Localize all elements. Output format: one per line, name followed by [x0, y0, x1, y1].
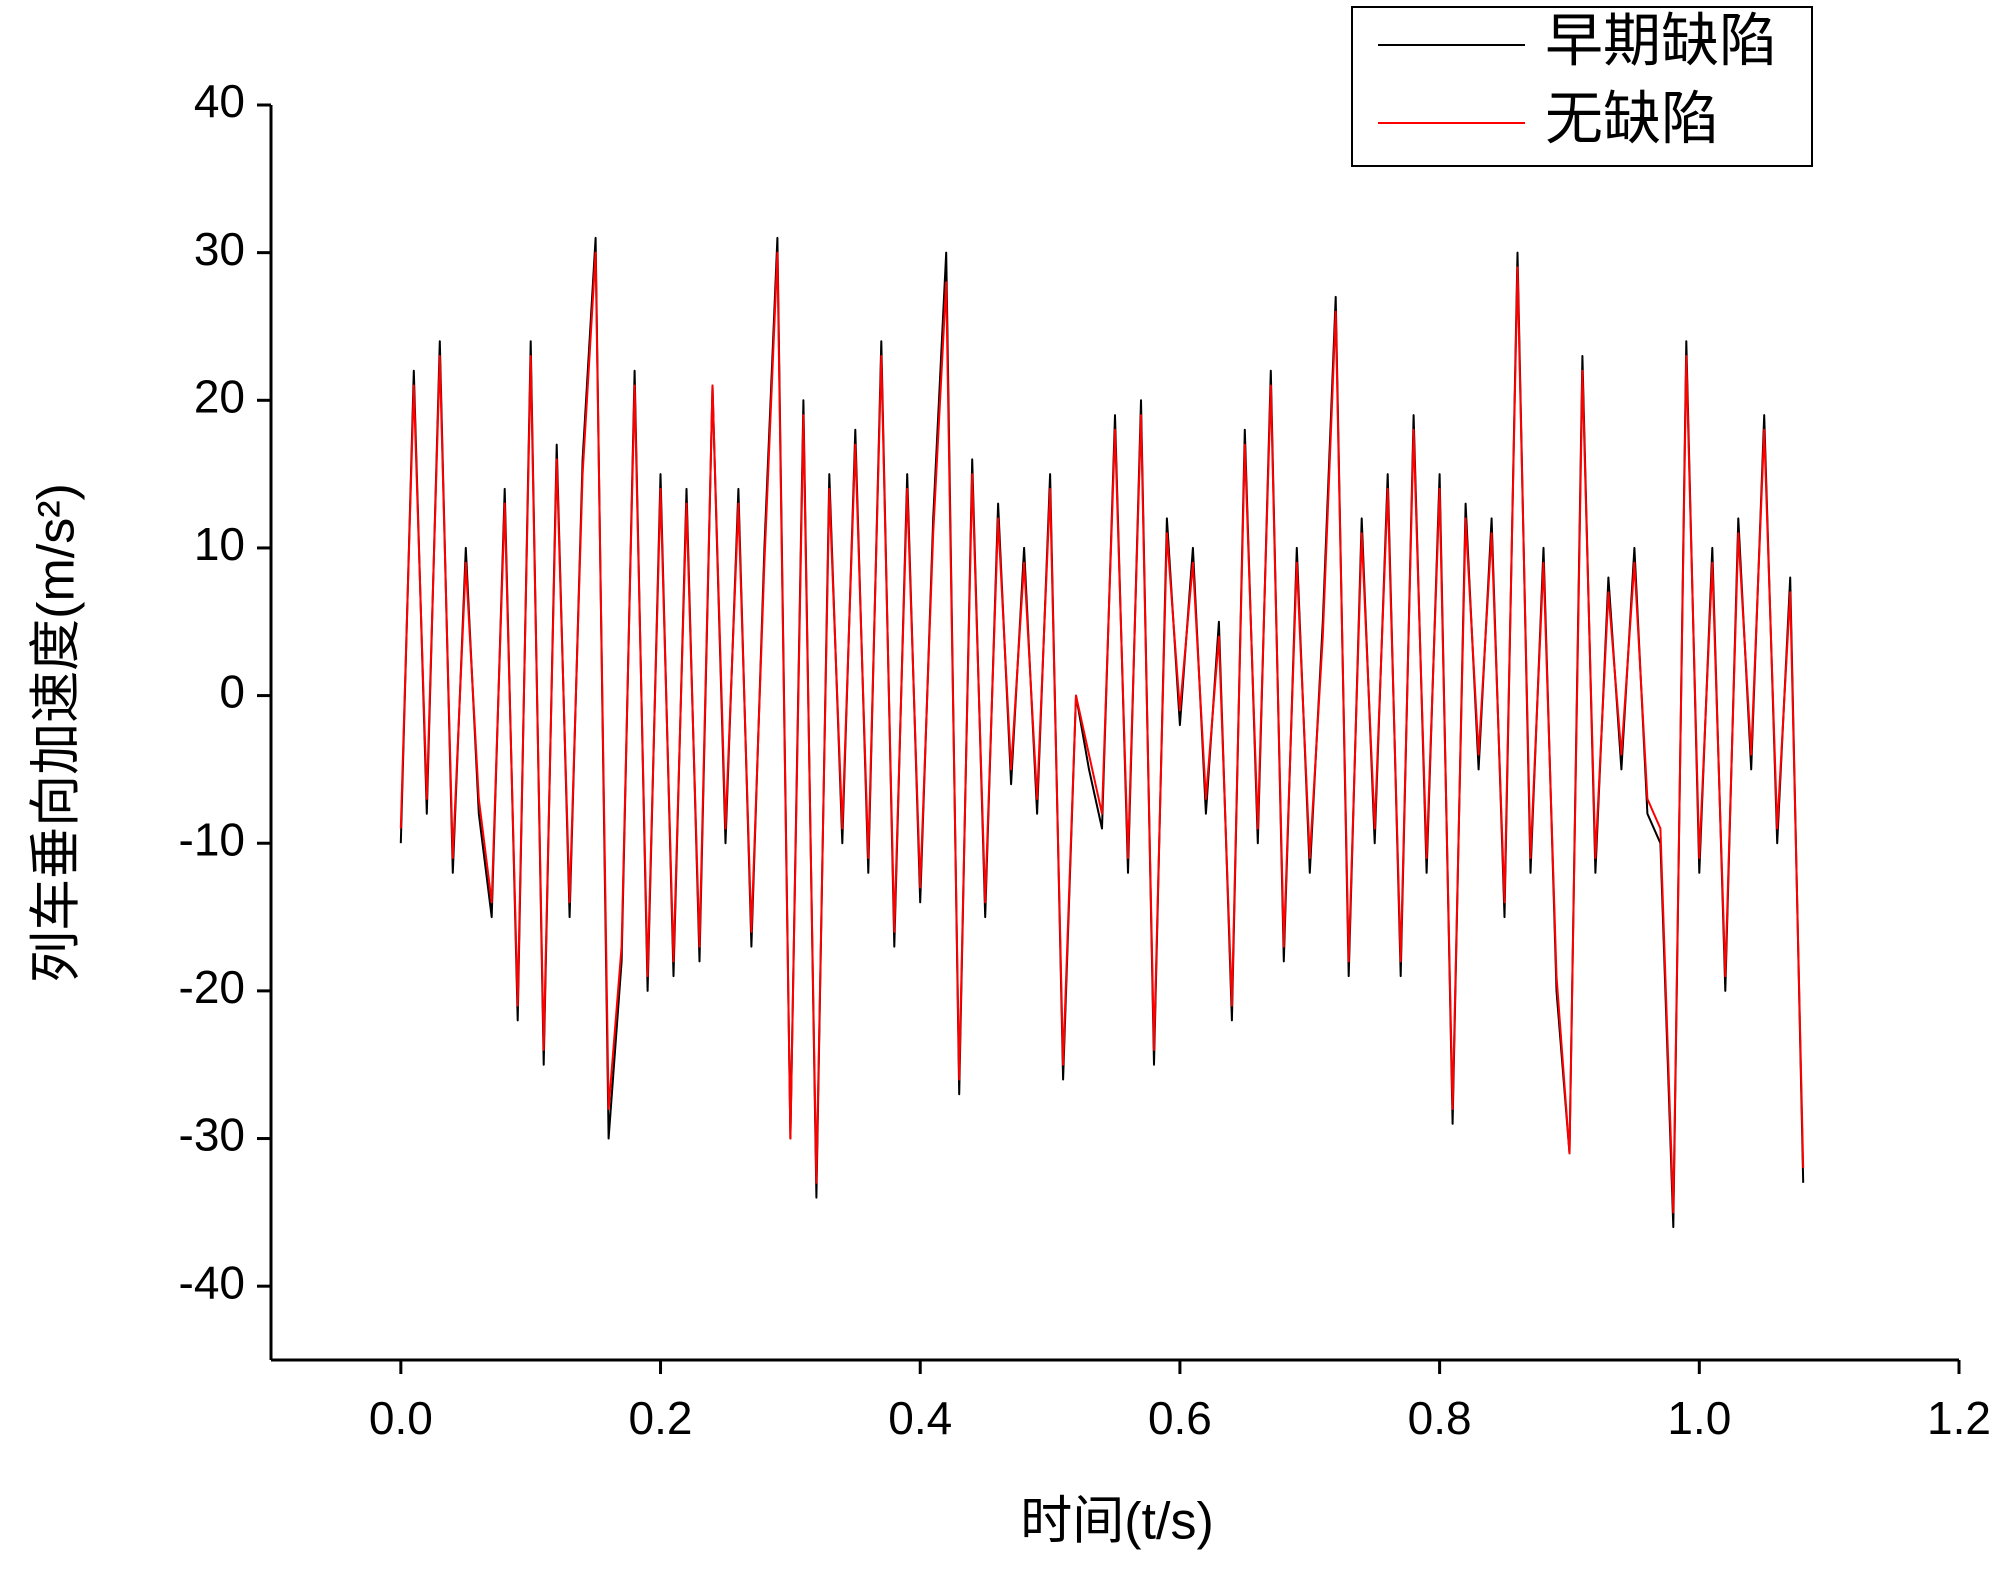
y-tick-label: 10: [194, 518, 245, 570]
y-tick-label: 20: [194, 370, 245, 422]
legend-label: 早期缺陷: [1545, 8, 1777, 73]
x-tick-label: 0.8: [1408, 1392, 1472, 1444]
legend-box: [1351, 6, 1813, 167]
x-tick-label: 1.0: [1667, 1392, 1731, 1444]
x-tick-label: 0.4: [888, 1392, 952, 1444]
x-tick-label: 0.0: [369, 1392, 433, 1444]
x-tick-label: 1.2: [1927, 1392, 1991, 1444]
y-tick-label: 30: [194, 223, 245, 275]
series-line: [399, 251, 1805, 1214]
y-tick-label: -30: [179, 1109, 245, 1161]
y-tick-label: -20: [179, 961, 245, 1013]
y-tick-label: -10: [179, 813, 245, 865]
x-tick-label: 0.2: [629, 1392, 693, 1444]
legend-label: 无缺陷: [1545, 86, 1719, 151]
y-axis-label: 列车垂向加速度(m/s²): [28, 483, 86, 983]
x-axis-label: 时间(t/s): [1020, 1493, 1214, 1551]
y-tick-label: -40: [179, 1256, 245, 1308]
y-tick-label: 0: [219, 666, 245, 718]
plot-area: [399, 236, 1805, 1229]
y-tick-label: 40: [194, 75, 245, 127]
x-tick-label: 0.6: [1148, 1392, 1212, 1444]
